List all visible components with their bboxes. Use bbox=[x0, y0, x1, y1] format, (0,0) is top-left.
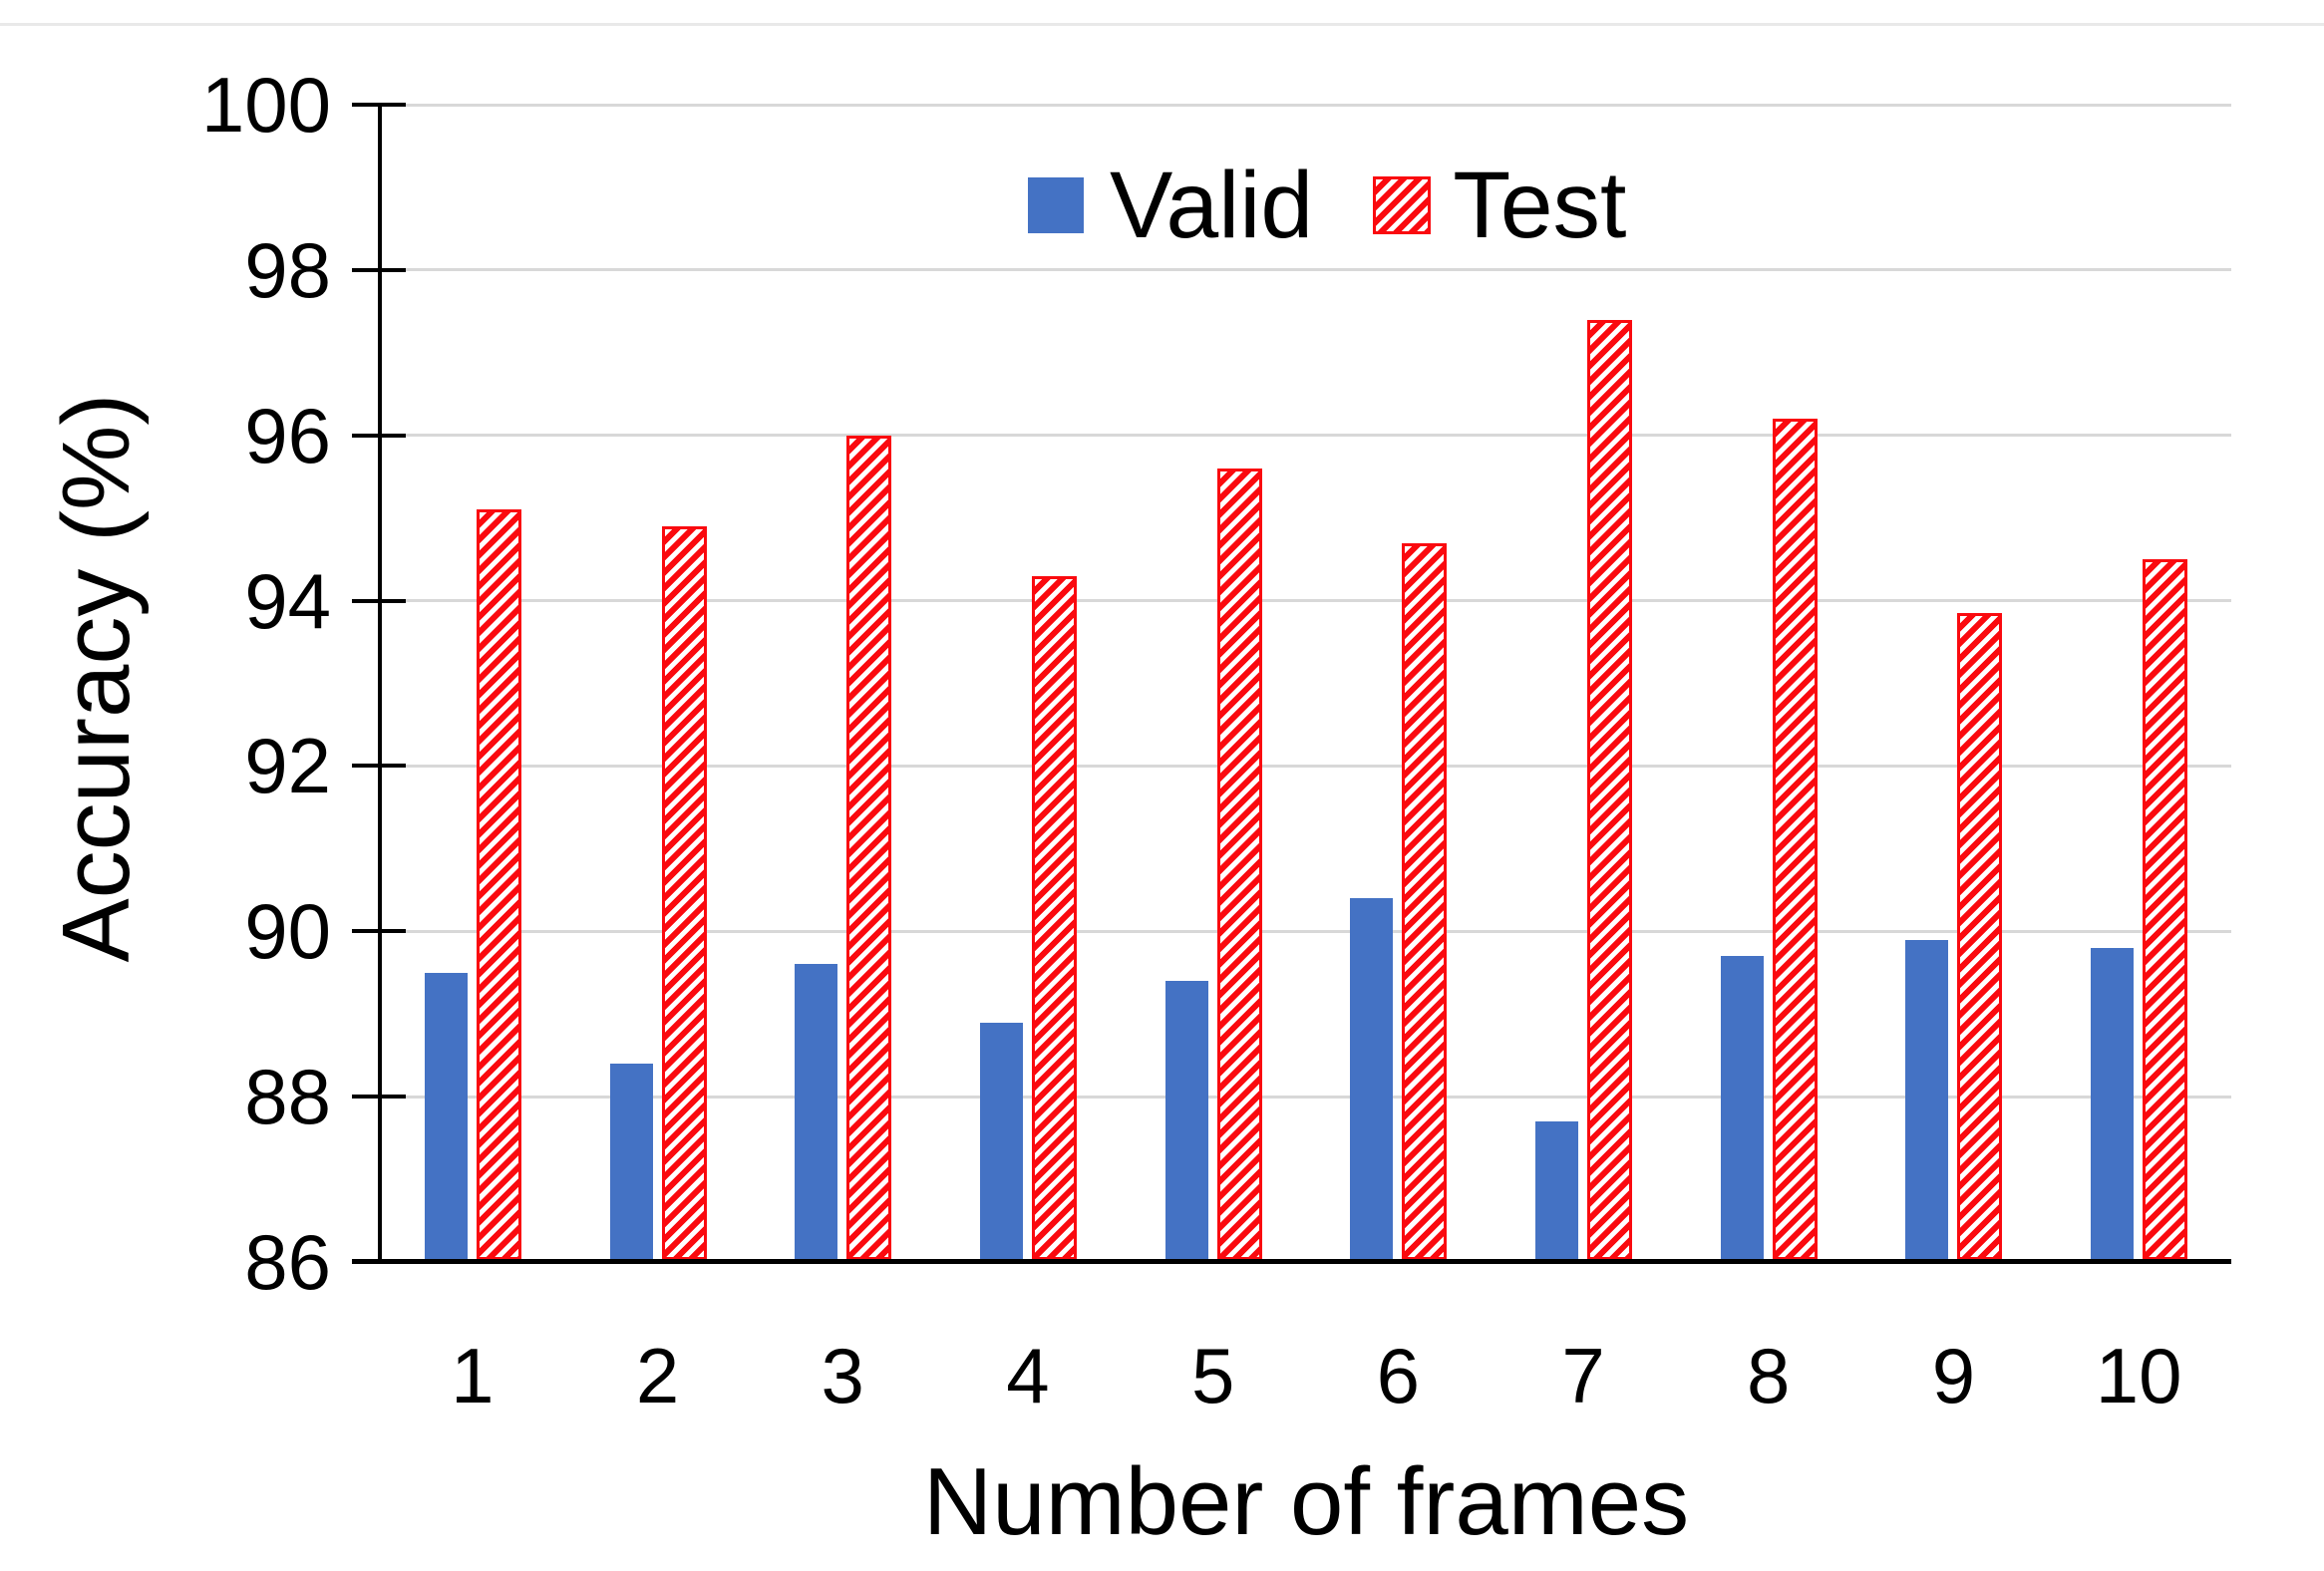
gridline-94 bbox=[380, 599, 2231, 603]
y-tick-98 bbox=[352, 267, 406, 272]
x-tick-label-6: 6 bbox=[1376, 1332, 1421, 1419]
legend-label-test: Test bbox=[1453, 153, 1627, 258]
x-tick-label-9: 9 bbox=[1931, 1332, 1976, 1419]
bar-valid-5 bbox=[1164, 981, 1208, 1260]
gridline-96 bbox=[380, 434, 2231, 438]
y-tick-label-96: 96 bbox=[244, 391, 331, 479]
bar-valid-10 bbox=[2091, 947, 2135, 1260]
bar-test-6 bbox=[1402, 542, 1448, 1260]
y-tick-100 bbox=[352, 103, 406, 107]
y-tick-92 bbox=[352, 764, 406, 769]
legend-label-valid: Valid bbox=[1110, 153, 1314, 258]
x-tick-label-2: 2 bbox=[635, 1332, 680, 1419]
bar-test-4 bbox=[1031, 575, 1077, 1260]
bar-valid-7 bbox=[1535, 1121, 1579, 1260]
bar-test-9 bbox=[1957, 613, 2003, 1260]
bar-valid-4 bbox=[979, 1022, 1023, 1260]
y-tick-88 bbox=[352, 1095, 406, 1100]
y-tick-90 bbox=[352, 929, 406, 934]
bar-valid-1 bbox=[424, 972, 468, 1260]
y-tick-label-86: 86 bbox=[244, 1218, 331, 1306]
bar-test-10 bbox=[2143, 559, 2188, 1260]
x-axis-title: Number of frames bbox=[922, 1448, 1690, 1555]
bar-test-8 bbox=[1772, 419, 1818, 1260]
bar-test-2 bbox=[661, 525, 707, 1260]
legend-swatch-test bbox=[1373, 176, 1432, 234]
bar-test-1 bbox=[476, 509, 521, 1260]
y-tick-94 bbox=[352, 598, 406, 603]
legend: Valid Test bbox=[1028, 149, 1626, 262]
x-tick-label-7: 7 bbox=[1561, 1332, 1605, 1419]
bar-valid-6 bbox=[1350, 898, 1394, 1260]
y-axis-line bbox=[378, 103, 382, 1263]
y-tick-label-92: 92 bbox=[244, 722, 331, 810]
gridline-92 bbox=[380, 764, 2231, 768]
x-tick-label-10: 10 bbox=[2095, 1332, 2182, 1419]
y-tick-label-98: 98 bbox=[244, 225, 331, 314]
gridline-100 bbox=[380, 103, 2231, 107]
x-tick-label-5: 5 bbox=[1190, 1332, 1235, 1419]
gridline-90 bbox=[380, 929, 2231, 933]
figure-top-border bbox=[0, 23, 2324, 26]
x-tick-label-8: 8 bbox=[1747, 1332, 1791, 1419]
x-tick-label-3: 3 bbox=[821, 1332, 864, 1419]
bar-valid-9 bbox=[1905, 939, 1949, 1260]
y-tick-label-88: 88 bbox=[244, 1053, 331, 1141]
bar-valid-3 bbox=[795, 964, 838, 1260]
y-axis-title: Accuracy (%) bbox=[43, 393, 150, 963]
x-tick-label-1: 1 bbox=[451, 1332, 495, 1419]
y-tick-86 bbox=[352, 1260, 406, 1264]
y-tick-label-90: 90 bbox=[244, 887, 331, 976]
bar-test-5 bbox=[1216, 468, 1262, 1260]
bar-valid-8 bbox=[1720, 956, 1764, 1260]
y-tick-label-94: 94 bbox=[244, 556, 331, 645]
x-axis-line bbox=[352, 1259, 2231, 1264]
legend-swatch-valid bbox=[1028, 177, 1084, 233]
gridline-98 bbox=[380, 268, 2231, 272]
y-tick-label-100: 100 bbox=[200, 61, 331, 149]
y-tick-96 bbox=[352, 433, 406, 438]
bar-valid-2 bbox=[609, 1063, 653, 1260]
gridline-88 bbox=[380, 1095, 2231, 1099]
x-tick-label-4: 4 bbox=[1006, 1332, 1050, 1419]
bar-test-3 bbox=[846, 435, 892, 1260]
bar-test-7 bbox=[1587, 319, 1633, 1260]
